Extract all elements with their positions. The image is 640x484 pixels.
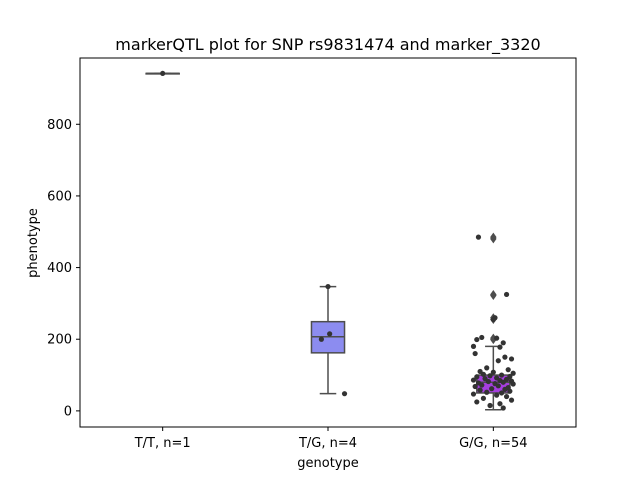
data-point	[510, 381, 516, 387]
data-point	[480, 395, 487, 401]
data-point	[480, 371, 487, 377]
data-point	[494, 335, 500, 341]
data-point	[494, 392, 500, 398]
data-point	[341, 391, 348, 397]
data-point	[490, 316, 496, 323]
data-point	[489, 386, 495, 392]
data-point	[470, 391, 477, 397]
x-tick-label: G/G, n=54	[459, 436, 527, 451]
data-point	[470, 343, 477, 349]
data-point	[472, 383, 478, 390]
data-point	[487, 402, 493, 409]
data-point	[497, 344, 503, 350]
outlier-marker	[490, 333, 497, 343]
data-point	[505, 367, 511, 373]
data-point	[499, 372, 505, 378]
data-point	[510, 370, 516, 376]
data-point	[484, 365, 490, 371]
data-point	[500, 379, 506, 385]
data-point	[325, 283, 331, 290]
data-point	[495, 383, 501, 389]
data-point	[160, 70, 166, 77]
data-point	[490, 369, 496, 375]
data-point	[508, 356, 515, 362]
data-point	[479, 334, 485, 341]
data-point	[497, 401, 503, 407]
data-point	[475, 234, 482, 240]
data-point	[495, 358, 501, 364]
data-point	[487, 373, 493, 379]
data-point	[502, 354, 508, 360]
y-tick-label: 800	[47, 118, 72, 133]
data-point	[503, 291, 510, 298]
data-point	[318, 336, 324, 342]
outlier-marker	[490, 232, 497, 242]
data-point	[502, 386, 508, 392]
plot-area	[145, 70, 516, 411]
data-point	[484, 389, 490, 395]
data-point	[479, 382, 485, 388]
data-point	[499, 390, 505, 396]
data-point	[474, 336, 480, 343]
data-point	[472, 350, 478, 357]
data-point	[500, 340, 506, 346]
data-point	[470, 377, 477, 383]
y-tick-label: 200	[47, 333, 72, 348]
x-tick-label: T/T, n=1	[134, 436, 191, 451]
y-tick-label: 0	[64, 404, 72, 419]
data-point	[485, 378, 491, 385]
data-point	[507, 388, 513, 394]
data-point	[327, 331, 333, 337]
y-tick-label: 600	[47, 189, 72, 204]
x-axis-label: genotype	[297, 456, 358, 471]
x-tick-label: T/G, n=4	[298, 436, 357, 451]
data-point	[474, 399, 480, 405]
data-point	[477, 387, 483, 393]
data-point	[500, 405, 506, 411]
y-axis-label: phenotype	[26, 208, 41, 278]
data-point	[503, 393, 510, 400]
outlier-marker	[490, 289, 497, 299]
data-point	[474, 374, 480, 380]
y-tick-label: 400	[47, 261, 72, 276]
chart-title: markerQTL plot for SNP rs9831474 and mar…	[115, 35, 540, 55]
data-point	[508, 397, 515, 403]
